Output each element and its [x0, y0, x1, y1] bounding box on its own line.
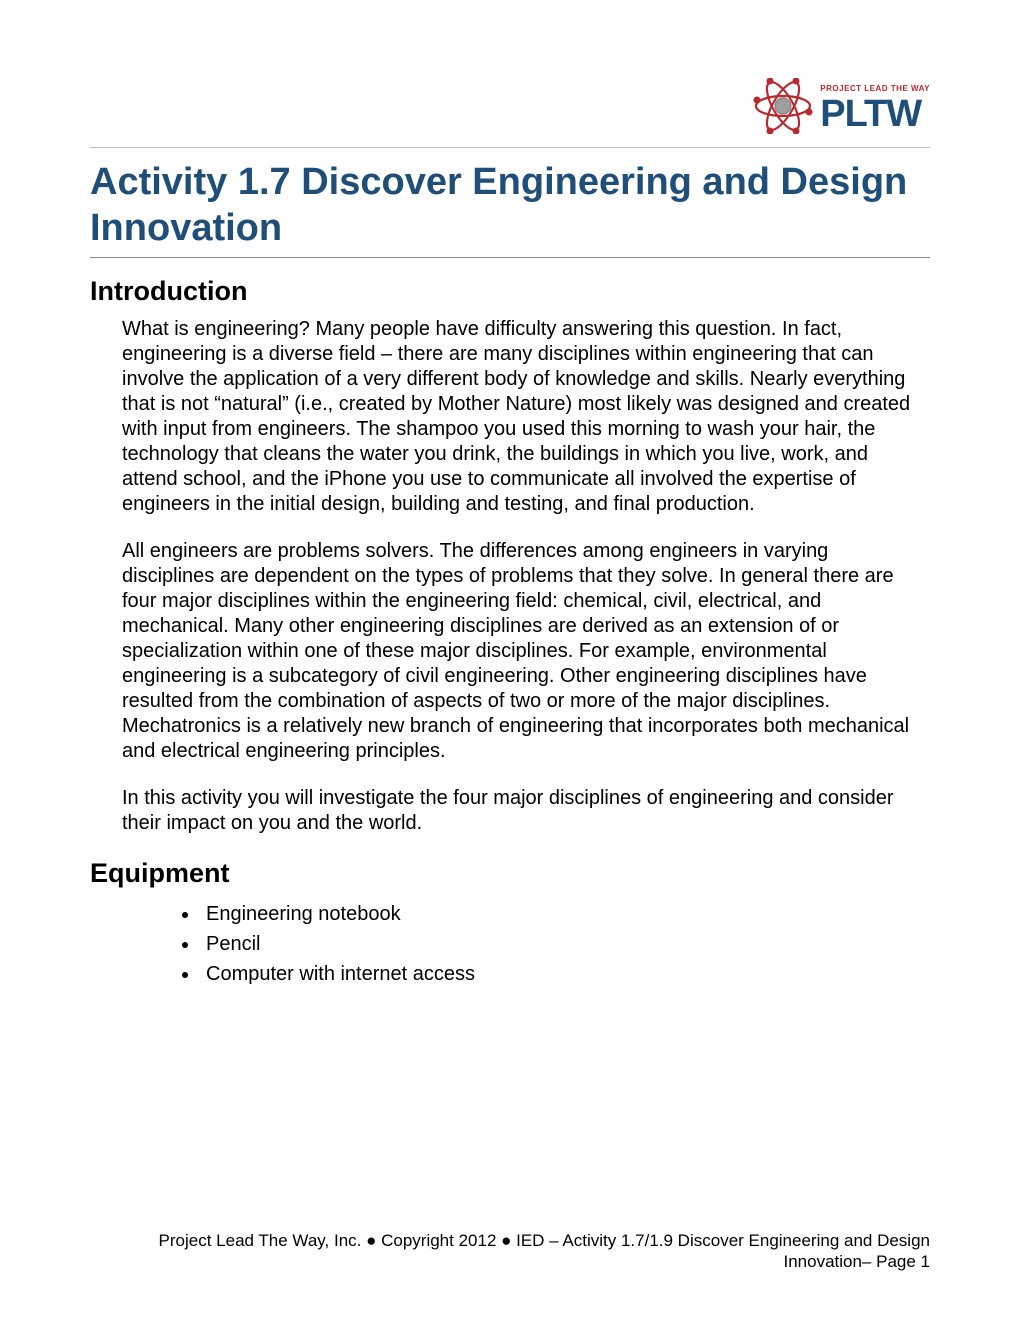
logo-text-group: PROJECT LEAD THE WAY PLTW [820, 85, 930, 133]
title-rule [90, 257, 930, 258]
atom-icon [752, 78, 814, 139]
list-item: Pencil [200, 929, 926, 959]
intro-body: What is engineering? Many people have di… [90, 317, 930, 836]
intro-paragraph-1: What is engineering? Many people have di… [122, 317, 926, 517]
page-footer: Project Lead The Way, Inc. ● Copyright 2… [90, 1230, 930, 1273]
list-item: Engineering notebook [200, 899, 926, 929]
header-logo-row: PROJECT LEAD THE WAY PLTW [90, 78, 930, 147]
logo-small-text: PROJECT LEAD THE WAY [820, 85, 930, 93]
equipment-body: Engineering notebook Pencil Computer wit… [90, 899, 930, 989]
section-heading-introduction: Introduction [90, 276, 930, 307]
list-item: Computer with internet access [200, 959, 926, 989]
pltw-logo: PROJECT LEAD THE WAY PLTW [752, 78, 930, 139]
section-heading-equipment: Equipment [90, 858, 930, 889]
page-title: Activity 1.7 Discover Engineering and De… [90, 160, 930, 251]
intro-paragraph-2: All engineers are problems solvers. The … [122, 539, 926, 764]
logo-big-text: PLTW [820, 95, 930, 133]
equipment-list: Engineering notebook Pencil Computer wit… [122, 899, 926, 989]
intro-paragraph-3: In this activity you will investigate th… [122, 786, 926, 836]
top-rule [90, 147, 930, 148]
